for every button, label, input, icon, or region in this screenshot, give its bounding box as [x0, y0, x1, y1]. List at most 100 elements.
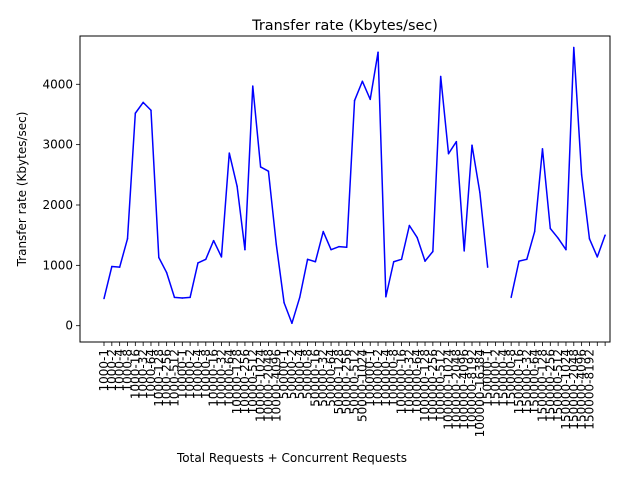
x-tick-label: 10000-16	[207, 349, 221, 407]
x-tick-label: 100000-16384	[473, 349, 487, 437]
data-point	[291, 322, 293, 325]
data-point	[330, 248, 332, 251]
data-point	[306, 258, 309, 261]
data-point	[486, 266, 489, 268]
data-point	[220, 256, 223, 258]
x-tick-label: 50000-32	[316, 349, 330, 407]
data-point	[236, 185, 238, 188]
plot-area	[80, 36, 610, 342]
data-point	[580, 174, 583, 176]
x-tick-label: 10000-128	[230, 349, 244, 414]
x-tick-label: 1000-128	[152, 349, 166, 407]
x-tick-label: 100000-16	[395, 349, 409, 414]
x-tick-label: 1000-512	[167, 349, 181, 407]
data-point	[377, 51, 379, 54]
x-tick-label: 10000-8	[199, 349, 213, 399]
x-tick-label: 10000-4096	[269, 349, 283, 422]
x-tick-label: 10000-2048	[261, 349, 275, 422]
x-tick-label: 50000-16	[308, 349, 322, 407]
data-point	[267, 170, 270, 172]
x-tick-label: 50000-2	[285, 349, 299, 399]
x-tick-label: 150000-4096	[575, 349, 589, 430]
x-tick-label: 50000-4	[293, 349, 307, 399]
data-point	[408, 224, 411, 227]
data-point	[369, 98, 371, 101]
y-tick-label: 0	[65, 319, 73, 333]
x-tick-label: 150000-512	[551, 349, 565, 422]
x-tick-label: 100000-256	[426, 349, 440, 422]
data-point	[252, 85, 254, 87]
data-point	[596, 256, 599, 258]
x-tick-label: 10000-4	[191, 349, 205, 399]
data-point	[173, 296, 176, 299]
x-tick-label: 100000-4	[379, 349, 393, 407]
data-point	[541, 148, 544, 150]
x-tick-label: 150000-64	[528, 349, 542, 414]
x-tick-label: 100000-32	[402, 349, 416, 414]
data-point	[118, 266, 121, 268]
data-point	[463, 250, 465, 252]
y-tick-label: 3000	[42, 138, 73, 152]
data-point	[385, 295, 387, 298]
plot-frame	[79, 35, 611, 343]
data-point	[283, 302, 285, 304]
data-point	[259, 166, 262, 168]
x-tick-label: 1000-8	[120, 349, 134, 392]
series-group	[103, 46, 606, 325]
x-tick-label: 1000-4	[113, 349, 127, 392]
y-tick-label: 4000	[42, 77, 73, 91]
x-tick-label: 1000-2	[105, 349, 119, 392]
data-point	[471, 144, 473, 146]
y-axis-label: Transfer rate (Kbytes/sec)	[15, 112, 29, 268]
x-tick-label: 10000-256	[238, 349, 252, 414]
x-tick-label: 100000-8192	[465, 349, 479, 430]
data-point	[439, 75, 442, 78]
x-tick-label: 100000-512	[434, 349, 448, 422]
x-tick-label: 10000-64	[222, 349, 236, 407]
data-point	[103, 297, 105, 300]
x-tick-label: 150000-1024	[559, 349, 573, 430]
x-tick-label: 150000-8192	[582, 349, 596, 430]
x-axis-ticks: 1000-11000-21000-41000-81000-161000-3210…	[97, 342, 606, 437]
data-point	[455, 140, 458, 143]
x-tick-label: 100000-1	[363, 349, 377, 407]
x-tick-label: 150000-2048	[567, 349, 581, 430]
x-tick-label: 150000-4	[496, 349, 510, 407]
data-point	[126, 238, 129, 240]
data-point	[353, 99, 356, 102]
x-tick-label: 50000-512	[348, 349, 362, 414]
data-point	[361, 80, 364, 83]
x-tick-label: 100000-2048	[449, 349, 463, 430]
data-point	[533, 230, 536, 233]
data-point	[526, 258, 528, 261]
data-point	[573, 46, 575, 49]
x-tick-label: 50000-256	[340, 349, 354, 414]
x-tick-label: 10000-1024	[254, 349, 268, 422]
data-point	[345, 246, 348, 248]
data-point	[212, 239, 215, 242]
x-tick-label: 150000-256	[543, 349, 557, 422]
data-point	[299, 296, 301, 299]
x-tick-label: 150000-32	[520, 349, 534, 414]
data-point	[322, 230, 324, 233]
y-axis-ticks: 0 1000 2000 3000 4000	[42, 77, 80, 333]
data-point	[518, 260, 520, 262]
x-tick-label: 100000-8	[387, 349, 401, 407]
x-tick-label: 1000-16	[128, 349, 142, 399]
data-point	[447, 152, 450, 155]
x-tick-label: 100000-4096	[457, 349, 471, 430]
x-tick-label: 1000-64	[144, 349, 158, 399]
data-point	[205, 258, 207, 261]
data-point	[557, 237, 559, 239]
x-tick-label: 150000-8	[504, 349, 518, 407]
x-tick-label: 100000-2	[371, 349, 385, 407]
x-tick-label: 100000-1024	[442, 349, 456, 430]
x-tick-label: 100000-64	[410, 349, 424, 414]
x-tick-label: 150000-2	[489, 349, 503, 407]
data-point	[392, 260, 395, 263]
data-point	[134, 112, 137, 115]
data-point	[604, 234, 606, 236]
x-tick-label: 10000-512	[246, 349, 260, 414]
x-tick-label: 1000-1	[97, 349, 111, 392]
